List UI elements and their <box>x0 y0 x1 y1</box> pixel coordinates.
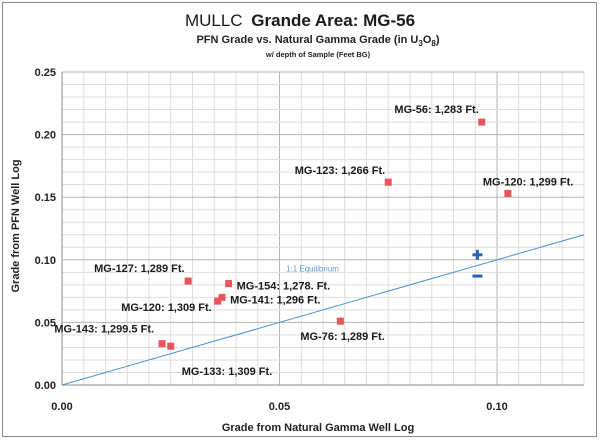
plot-grid <box>61 71 585 386</box>
equilibrium-line <box>61 234 585 386</box>
plot-series: 1:1 Equilibrium MG-56: 1,283 Ft. MG-123: 1… <box>54 104 585 386</box>
data-point-label: MG-154: 1,278. Ft. <box>237 281 331 293</box>
data-point <box>214 297 222 305</box>
title-main: Grande Area: MG-56 <box>251 11 415 30</box>
data-point <box>158 340 166 348</box>
y-axis-label: Grade from PFN Well Log <box>10 159 22 292</box>
data-point <box>384 178 392 186</box>
data-point-label: MG-123: 1,266 Ft. <box>295 165 385 177</box>
y-tick-label: 0.10 <box>35 255 56 267</box>
plot-axes: 0.00 0.05 0.10 0.15 0.20 0.25 0.00 0.05 0.10 <box>35 67 584 413</box>
data-point <box>167 342 175 350</box>
data-point-label: MG-56: 1,283 Ft. <box>394 104 478 116</box>
data-point <box>478 118 486 126</box>
data-point <box>184 277 192 285</box>
chart-subtitle: PFN Grade vs. Natural Gamma Grade (in U3… <box>196 34 439 48</box>
data-point-label: MG-141: 1,296 Ft. <box>230 294 320 306</box>
x-tick-label: 0.10 <box>486 401 507 413</box>
data-point <box>225 280 233 288</box>
x-tick-label: 0.05 <box>269 401 290 413</box>
data-point <box>218 293 226 301</box>
data-point-label: MG-120: 1,299 Ft. <box>483 176 573 188</box>
data-point-label: MG-120: 1,309 Ft. <box>121 302 211 314</box>
y-tick-label: 0.20 <box>35 130 56 142</box>
y-tick-label: 0.00 <box>35 380 56 392</box>
y-tick-label: 0.05 <box>35 317 56 329</box>
subtitle-subscript: 8 <box>431 39 436 48</box>
chart-frame <box>2 2 597 437</box>
subtitle-text: O <box>423 34 432 46</box>
plus-marker <box>475 249 479 260</box>
x-tick-label: 0.00 <box>51 401 72 413</box>
data-point-label: MG-143: 1,299.5 Ft. <box>54 324 154 336</box>
y-tick-label: 0.15 <box>35 192 56 204</box>
chart-title: MULLC Grande Area: MG-56 <box>185 11 415 30</box>
equilibrium-label: 1:1 Equilibrium <box>286 265 339 274</box>
x-axis-label: Grade from Natural Gamma Well Log <box>222 422 414 434</box>
y-tick-label: 0.25 <box>35 67 56 79</box>
title-prefix: MULLC <box>185 11 243 30</box>
data-point-label: MG-133: 1,309 Ft. <box>182 366 272 378</box>
subtitle-subscript: 3 <box>418 39 423 48</box>
subtitle-text: ) <box>436 34 440 46</box>
data-point-label: MG-76: 1,289 Ft. <box>300 331 384 343</box>
subtitle-text: PFN Grade vs. Natural Gamma Grade (in U <box>196 34 418 46</box>
minus-marker <box>472 274 483 278</box>
data-point <box>504 189 512 197</box>
chart-note: w/ depth of Sample (Feet BG) <box>265 50 371 59</box>
data-point-label: MG-127: 1,289 Ft. <box>94 263 184 275</box>
data-point <box>336 317 344 325</box>
